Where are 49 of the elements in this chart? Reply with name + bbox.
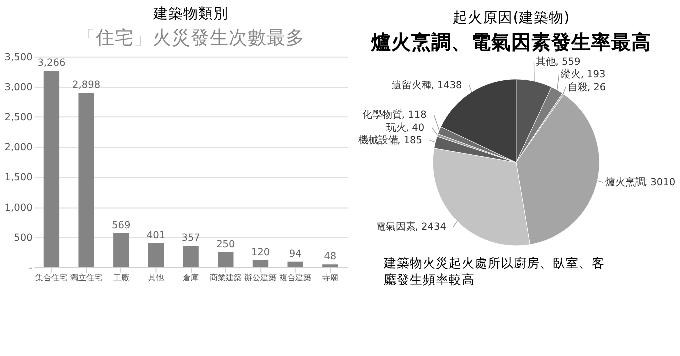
x-tick-label: 商業建築 xyxy=(210,274,242,283)
data-label: , 26 xyxy=(587,82,606,94)
y-tick-label: 3,500 xyxy=(4,52,33,64)
slice-label: 機械設備 xyxy=(358,134,398,146)
y-tick-label: 1,000 xyxy=(4,202,33,214)
data-label: 2,898 xyxy=(72,80,101,92)
slice-label: 電氣因素 xyxy=(376,220,416,233)
data-label: , 559 xyxy=(556,56,581,68)
y-tick-label: 1,500 xyxy=(4,172,33,184)
chart-title: 建築物類別 xyxy=(152,6,229,23)
y-tick-label: 2,500 xyxy=(4,112,33,124)
chart-title: 起火原因(建築物) xyxy=(453,10,570,27)
slice-label: 化學物質 xyxy=(362,109,403,122)
data-label: , 185 xyxy=(398,136,422,146)
x-tick-label: 集合住宅 xyxy=(36,274,68,283)
slice-label: 爐火烹調 xyxy=(605,176,646,189)
data-label: 357 xyxy=(182,233,200,244)
y-tick-label: 3,000 xyxy=(4,82,33,94)
chart-subtitle: 「住宅」火災發生次數最多 xyxy=(77,27,306,50)
data-label: , 118 xyxy=(402,110,427,122)
y-tick-label: 2,000 xyxy=(4,142,33,154)
chart-subtitle: 爐火烹調、電氣因素發生率最高 xyxy=(370,31,652,54)
y-tick-label: - xyxy=(29,262,34,274)
x-tick-label: 倉庫 xyxy=(183,274,200,283)
slice-label: 其他 xyxy=(536,56,556,68)
data-label: 250 xyxy=(216,240,236,251)
data-label: , 1438 xyxy=(431,80,462,92)
data-label: 3,266 xyxy=(38,58,66,70)
data-label: 48 xyxy=(324,252,337,263)
text: 建築物火災起火處所以廚房、臥室、客廳發生頻率較高 xyxy=(383,256,606,288)
slice-label: 縱火 xyxy=(560,68,582,81)
slice-label: 遺留火種 xyxy=(392,80,432,92)
x-tick-label: 獨立住宅 xyxy=(70,274,103,283)
x-tick-label: 寺廟 xyxy=(322,274,338,283)
data-label: , 40 xyxy=(406,122,425,134)
data-label: 569 xyxy=(112,220,131,232)
slice-label: 自殺 xyxy=(568,81,588,94)
data-label: , 193 xyxy=(580,70,606,81)
x-tick-label: 其他 xyxy=(148,274,164,283)
x-tick-label: 辦公建築 xyxy=(244,274,277,283)
data-label: 120 xyxy=(251,247,270,258)
slice-label: 玩火 xyxy=(386,122,406,134)
x-tick-label: 複合建築 xyxy=(280,274,312,283)
data-label: 401 xyxy=(146,230,166,242)
data-label: , 2434 xyxy=(415,222,446,233)
y-tick-label: 500 xyxy=(14,232,33,244)
x-tick-label: 工廠 xyxy=(113,274,130,283)
data-label: 94 xyxy=(289,248,302,260)
data-label: , 3010 xyxy=(644,178,676,189)
